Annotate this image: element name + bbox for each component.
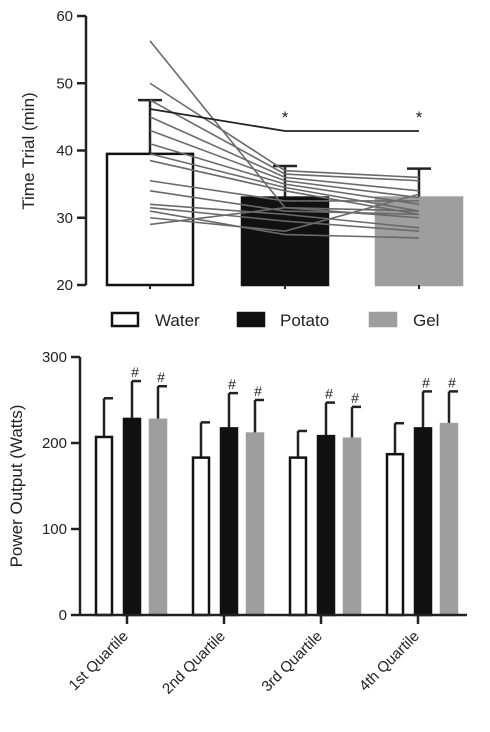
participant-line-9 [149, 179, 419, 202]
power-bar-gel-2nd-quartile [245, 432, 265, 617]
power-significance-mark-potato-1st-quartile: # [131, 364, 139, 380]
power-output-y-axis: 0 100 200 300 [42, 349, 82, 624]
power-bar-potato-4th-quartile [413, 427, 433, 617]
power-bar-water-2nd-quartile [191, 456, 211, 617]
time-trial-y-tick-label-50: 50 [56, 75, 73, 92]
time-trial-y-tick-label-60: 60 [56, 8, 73, 25]
legend-label-potato: Potato [280, 311, 329, 330]
legend-label-water: Water [155, 311, 200, 330]
participant-line-11 [149, 203, 420, 229]
time-trial-y-tick-label-20: 20 [56, 277, 73, 294]
power-output-x-tick-label-4th-quartile: 4th Quartile [356, 628, 423, 695]
time-trial-y-tick-label-30: 30 [56, 210, 73, 227]
power-output-bars-layer: # # # # # # # # [94, 364, 459, 617]
power-output-x-tick-label-1st-quartile: 1st Quartile [66, 628, 132, 694]
power-output-x-axis: 1st Quartile 2nd Quartile 3rd Quartile 4th … [66, 613, 467, 698]
power-bar-gel-4th-quartile [439, 422, 459, 617]
power-output-y-tick-label-300: 300 [42, 349, 67, 366]
significance-star-gel: * [416, 108, 423, 127]
legend-swatch-potato [236, 311, 266, 328]
power-bar-water-1st-quartile [94, 435, 114, 617]
time-trial-y-axis: 20 30 40 50 60 [56, 8, 420, 294]
power-bar-potato-2nd-quartile [219, 427, 239, 617]
participant-line-12 [149, 206, 420, 232]
power-significance-mark-potato-3rd-quartile: # [325, 386, 333, 402]
time-trial-bar-water [105, 152, 195, 287]
legend-label-gel: Gel [413, 311, 439, 330]
power-bar-gel-1st-quartile [148, 418, 168, 617]
power-output-x-tick-label-2nd-quartile: 2nd Quartile [159, 628, 229, 698]
legend-swatch-water [110, 311, 140, 328]
significance-bracket-left [149, 108, 286, 132]
power-output-chart: # # # # # # # # 0 100 200 300 1st Quartile 2nd Quar… [7, 349, 467, 698]
power-bar-water-4th-quartile [385, 452, 405, 617]
participant-line-7 [149, 153, 420, 212]
power-output-y-tick-label-200: 200 [42, 435, 67, 452]
power-bar-water-3rd-quartile [288, 456, 308, 617]
participant-line-15 [149, 206, 420, 226]
participant-line-14 [149, 193, 420, 233]
time-trial-y-tick-label-40: 40 [56, 143, 73, 160]
participant-line-4 [149, 116, 420, 192]
power-significance-mark-potato-2nd-quartile: # [228, 376, 236, 392]
legend-swatch-gel [368, 311, 398, 328]
power-bar-potato-3rd-quartile [316, 434, 336, 617]
power-output-y-axis-title: Power Output (Watts) [7, 405, 26, 568]
power-output-y-tick-label-100: 100 [42, 521, 67, 538]
power-output-x-tick-label-3rd-quartile: 3rd Quartile [258, 628, 325, 695]
participant-line-5 [149, 129, 420, 199]
power-output-y-tick-label-0: 0 [59, 607, 67, 624]
power-significance-mark-gel-4th-quartile: # [448, 374, 456, 390]
power-significance-mark-gel-2nd-quartile: # [254, 383, 262, 399]
participant-line-10 [149, 190, 420, 216]
power-significance-mark-gel-3rd-quartile: # [351, 390, 359, 406]
legend: Water Potato Gel [110, 311, 439, 330]
time-trial-y-axis-title: Time Trial (min) [19, 92, 38, 209]
time-trial-bar-gel [374, 196, 464, 287]
power-significance-mark-gel-1st-quartile: # [157, 369, 165, 385]
significance-star-potato: * [282, 108, 289, 127]
power-bar-gel-3rd-quartile [342, 437, 362, 617]
participant-line-6 [149, 143, 420, 206]
individual-lines-layer: * * [149, 40, 423, 239]
power-significance-mark-potato-4th-quartile: # [422, 374, 430, 390]
power-bar-potato-1st-quartile [122, 417, 142, 617]
participant-line-2 [149, 82, 420, 179]
participant-line-3 [149, 99, 420, 182]
